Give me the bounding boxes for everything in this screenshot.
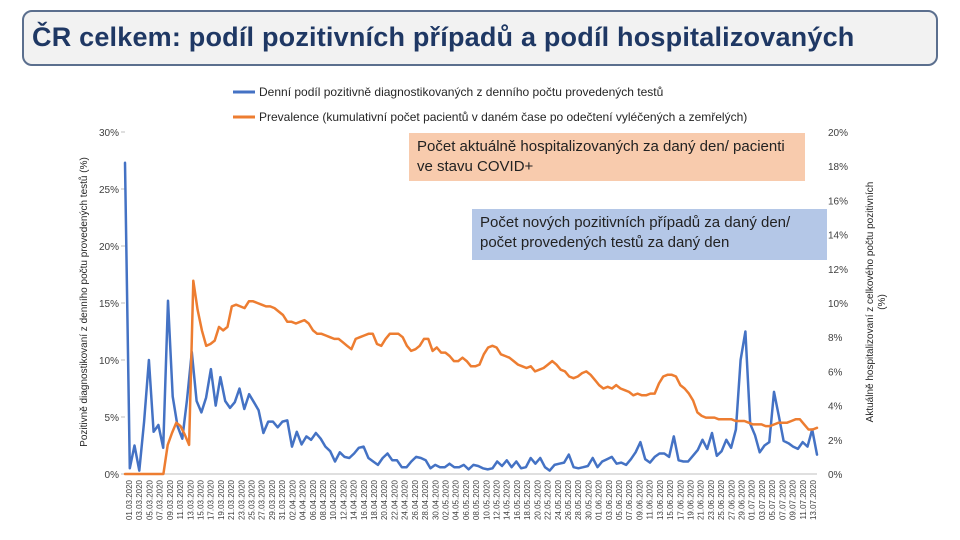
legend-label: Prevalence (kumulativní počet pacientů v… bbox=[259, 110, 747, 124]
x-tick-label: 16.04.2020 bbox=[360, 479, 369, 520]
y-tick-label: 15% bbox=[99, 299, 119, 310]
x-tick-label: 23.06.2020 bbox=[707, 479, 716, 520]
x-tick-label: 04.05.2020 bbox=[452, 479, 461, 520]
x-tick-label: 17.03.2020 bbox=[207, 479, 216, 520]
x-tick-label: 28.04.2020 bbox=[421, 479, 430, 520]
x-tick-label: 26.04.2020 bbox=[411, 479, 420, 520]
x-tick-label: 29.06.2020 bbox=[738, 479, 747, 520]
x-tick-label: 04.04.2020 bbox=[299, 479, 308, 520]
x-tick-label: 27.06.2020 bbox=[727, 479, 736, 520]
x-tick-label: 13.03.2020 bbox=[186, 479, 195, 520]
x-tick-label: 02.04.2020 bbox=[288, 479, 297, 520]
y-tick-label: 25% bbox=[99, 185, 119, 196]
x-tick-label: 26.05.2020 bbox=[564, 479, 573, 520]
title-box: ČR celkem: podíl pozitivních případů a p… bbox=[22, 10, 938, 66]
x-tick-label: 19.03.2020 bbox=[217, 479, 226, 520]
x-tick-label: 21.03.2020 bbox=[227, 479, 236, 520]
y-tick-label: 30% bbox=[99, 128, 119, 139]
y2-tick-label: 18% bbox=[828, 162, 848, 173]
y2-tick-label: 14% bbox=[828, 231, 848, 242]
x-tick-label: 06.05.2020 bbox=[462, 479, 471, 520]
x-tick-label: 28.05.2020 bbox=[574, 479, 583, 520]
x-tick-label: 21.06.2020 bbox=[697, 479, 706, 520]
x-tick-label: 05.03.2020 bbox=[145, 479, 154, 520]
y2-tick-label: 12% bbox=[828, 265, 848, 276]
y2-tick-label: 0% bbox=[828, 470, 843, 481]
x-tick-label: 15.03.2020 bbox=[196, 479, 205, 520]
x-tick-label: 01.03.2020 bbox=[125, 479, 134, 520]
x-tick-label: 13.06.2020 bbox=[656, 479, 665, 520]
x-tick-label: 25.03.2020 bbox=[248, 479, 257, 520]
annotation-hospitalized: Počet aktuálně hospitalizovaných za daný… bbox=[409, 133, 805, 181]
x-tick-label: 14.05.2020 bbox=[503, 479, 512, 520]
x-tick-label: 15.06.2020 bbox=[666, 479, 675, 520]
x-tick-label: 20.05.2020 bbox=[533, 479, 542, 520]
x-tick-label: 22.04.2020 bbox=[390, 479, 399, 520]
x-tick-label: 12.05.2020 bbox=[493, 479, 502, 520]
x-tick-label: 27.03.2020 bbox=[258, 479, 267, 520]
x-tick-label: 31.03.2020 bbox=[278, 479, 287, 520]
y2-tick-label: 10% bbox=[828, 299, 848, 310]
x-tick-label: 22.05.2020 bbox=[544, 479, 553, 520]
x-tick-label: 05.07.2020 bbox=[768, 479, 777, 520]
x-tick-label: 05.06.2020 bbox=[615, 479, 624, 520]
y2-tick-label: 20% bbox=[828, 128, 848, 139]
x-tick-label: 17.06.2020 bbox=[676, 479, 685, 520]
x-tick-label: 23.03.2020 bbox=[237, 479, 246, 520]
x-tick-label: 29.03.2020 bbox=[268, 479, 277, 520]
y2-axis-title: Aktuálně hospitalizovaní z celkového poč… bbox=[865, 182, 888, 423]
x-tick-label: 12.04.2020 bbox=[339, 479, 348, 520]
x-tick-label: 01.07.2020 bbox=[748, 479, 757, 520]
x-tick-label: 19.06.2020 bbox=[686, 479, 695, 520]
series-prevalence-line bbox=[123, 279, 819, 476]
y-tick-label: 10% bbox=[99, 356, 119, 367]
y-tick-label: 5% bbox=[105, 413, 120, 424]
x-tick-label: 10.05.2020 bbox=[482, 479, 491, 520]
y-axis-title: Pozitivně diagnostikovaní z denního počt… bbox=[78, 157, 90, 447]
annotation-positive-tests: Počet nových pozitivních případů za daný… bbox=[472, 209, 827, 260]
x-tick-label: 30.05.2020 bbox=[584, 479, 593, 520]
legend-label: Denní podíl pozitivně diagnostikovaných … bbox=[259, 85, 663, 99]
x-tick-label: 01.06.2020 bbox=[595, 479, 604, 520]
series-daily-positive-line bbox=[123, 161, 819, 472]
page-title: ČR celkem: podíl pozitivních případů a p… bbox=[32, 22, 855, 52]
x-tick-label: 07.07.2020 bbox=[778, 479, 787, 520]
x-tick-label: 13.07.2020 bbox=[809, 479, 818, 520]
x-tick-label: 02.05.2020 bbox=[441, 479, 450, 520]
x-tick-label: 09.06.2020 bbox=[635, 479, 644, 520]
x-tick-label: 18.04.2020 bbox=[370, 479, 379, 520]
x-tick-label: 03.07.2020 bbox=[758, 479, 767, 520]
y2-tick-label: 8% bbox=[828, 333, 843, 344]
x-tick-label: 16.05.2020 bbox=[513, 479, 522, 520]
y2-tick-label: 4% bbox=[828, 402, 843, 413]
x-tick-label: 14.04.2020 bbox=[350, 479, 359, 520]
x-tick-label: 03.03.2020 bbox=[135, 479, 144, 520]
y2-tick-label: 16% bbox=[828, 196, 848, 207]
x-tick-label: 11.07.2020 bbox=[799, 479, 808, 519]
x-tick-label: 09.07.2020 bbox=[789, 479, 798, 520]
x-tick-label: 24.05.2020 bbox=[554, 479, 563, 520]
x-tick-label: 11.03.2020 bbox=[176, 479, 185, 519]
x-tick-label: 10.04.2020 bbox=[329, 479, 338, 520]
x-tick-label: 07.06.2020 bbox=[625, 479, 634, 520]
x-tick-label: 25.06.2020 bbox=[717, 479, 726, 520]
x-tick-label: 08.05.2020 bbox=[472, 479, 481, 520]
x-tick-label: 08.04.2020 bbox=[319, 479, 328, 520]
x-tick-label: 06.04.2020 bbox=[309, 479, 318, 520]
y2-tick-label: 2% bbox=[828, 436, 843, 447]
x-tick-label: 24.04.2020 bbox=[401, 479, 410, 520]
x-tick-label: 30.04.2020 bbox=[431, 479, 440, 520]
x-tick-label: 11.06.2020 bbox=[646, 479, 655, 519]
x-tick-label: 07.03.2020 bbox=[156, 479, 165, 520]
y2-tick-label: 6% bbox=[828, 367, 843, 378]
x-tick-label: 20.04.2020 bbox=[380, 479, 389, 520]
y-tick-label: 0% bbox=[105, 470, 120, 481]
y-tick-label: 20% bbox=[99, 242, 119, 253]
x-tick-label: 18.05.2020 bbox=[523, 479, 532, 520]
x-tick-label: 03.06.2020 bbox=[605, 479, 614, 520]
x-tick-label: 09.03.2020 bbox=[166, 479, 175, 520]
